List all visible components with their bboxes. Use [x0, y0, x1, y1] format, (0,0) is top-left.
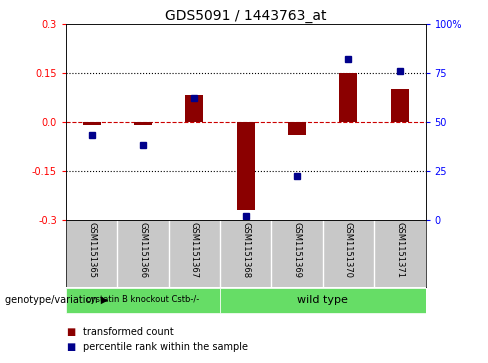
Text: GSM1151366: GSM1151366 [139, 222, 147, 278]
Text: ■: ■ [66, 327, 75, 337]
Bar [237, 122, 255, 210]
Bar [391, 89, 409, 122]
Text: cystatin B knockout Cstb-/-: cystatin B knockout Cstb-/- [86, 295, 200, 304]
Text: GSM1151365: GSM1151365 [87, 222, 96, 278]
Text: GSM1151371: GSM1151371 [395, 222, 405, 278]
Text: GSM1151370: GSM1151370 [344, 222, 353, 278]
Text: ■: ■ [66, 342, 75, 352]
Bar [288, 122, 306, 135]
Title: GDS5091 / 1443763_at: GDS5091 / 1443763_at [165, 9, 326, 23]
Bar [82, 122, 101, 125]
Bar [185, 95, 203, 122]
Text: GSM1151367: GSM1151367 [190, 222, 199, 278]
Text: GSM1151369: GSM1151369 [293, 222, 302, 278]
Bar [220, 288, 426, 313]
Bar [340, 73, 357, 122]
Text: percentile rank within the sample: percentile rank within the sample [83, 342, 248, 352]
Text: transformed count: transformed count [83, 327, 174, 337]
Bar [134, 122, 152, 125]
Text: genotype/variation ▶: genotype/variation ▶ [5, 295, 108, 305]
Bar [66, 288, 220, 313]
Text: GSM1151368: GSM1151368 [241, 222, 250, 278]
Text: wild type: wild type [297, 295, 348, 305]
